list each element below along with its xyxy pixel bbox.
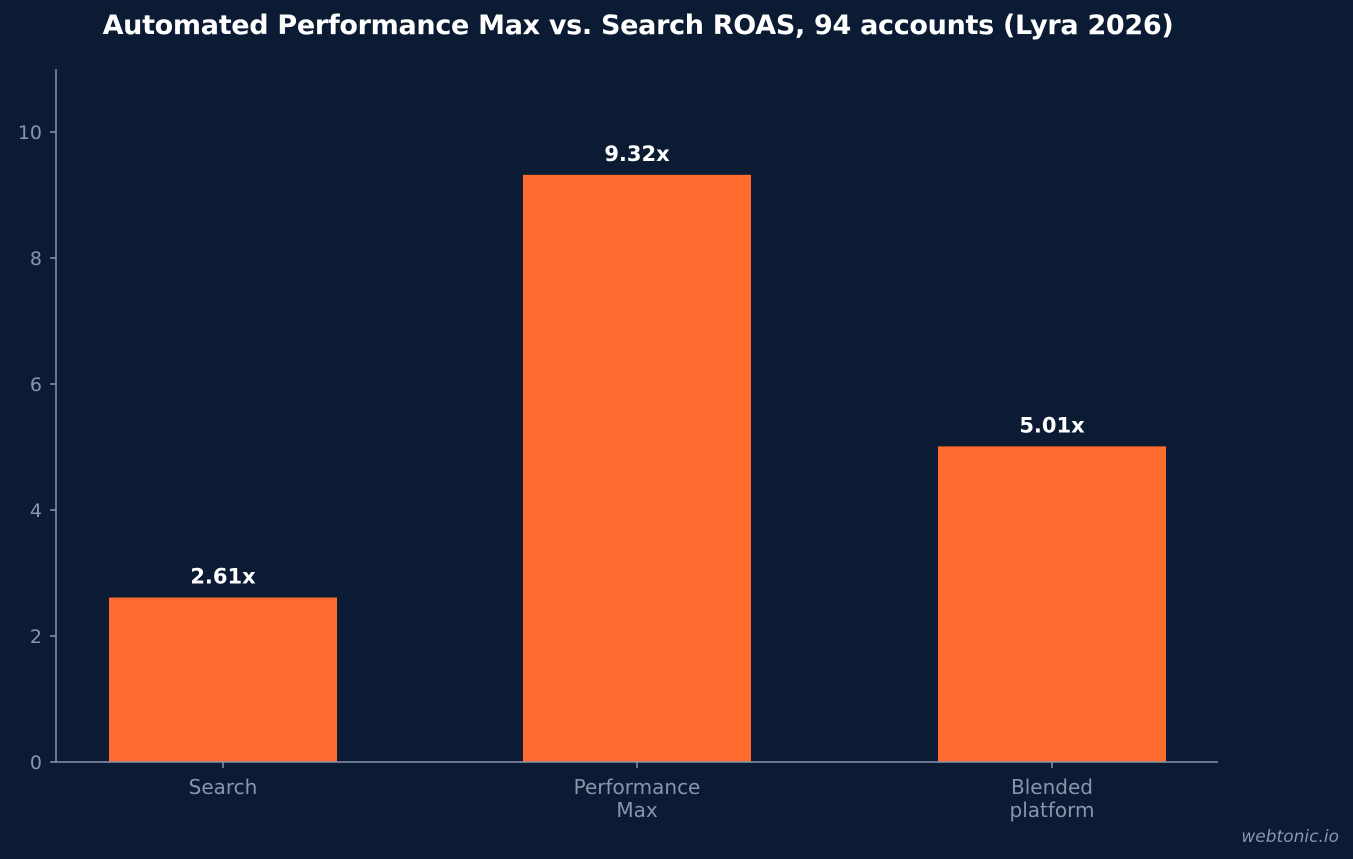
chart-title: Automated Performance Max vs. Search ROA… xyxy=(102,10,1174,41)
y-tick-label: 6 xyxy=(30,374,42,396)
y-axis: 0 2 4 6 8 10 xyxy=(18,69,57,774)
bar xyxy=(109,597,337,762)
y-tick-label: 10 xyxy=(18,122,42,144)
x-tick-label: Performance xyxy=(574,775,701,799)
y-tick-label: 2 xyxy=(30,626,42,648)
bar xyxy=(523,174,751,763)
watermark: webtonic.io xyxy=(1241,827,1339,847)
x-tick-label: Search xyxy=(189,775,258,799)
bar xyxy=(938,446,1166,762)
data-label: 9.32x xyxy=(604,142,670,166)
x-tick-label: Blended xyxy=(1011,775,1093,799)
data-labels: 2.61x 9.32x 5.01x xyxy=(190,142,1085,589)
y-tick-label: 8 xyxy=(30,248,42,270)
data-label: 5.01x xyxy=(1019,413,1085,437)
y-tick-label: 4 xyxy=(30,500,42,522)
data-label: 2.61x xyxy=(190,565,256,589)
x-tick-label: platform xyxy=(1010,798,1095,822)
bars xyxy=(109,174,1166,763)
x-tick-label: Max xyxy=(616,798,658,822)
y-tick-label: 0 xyxy=(30,752,42,774)
